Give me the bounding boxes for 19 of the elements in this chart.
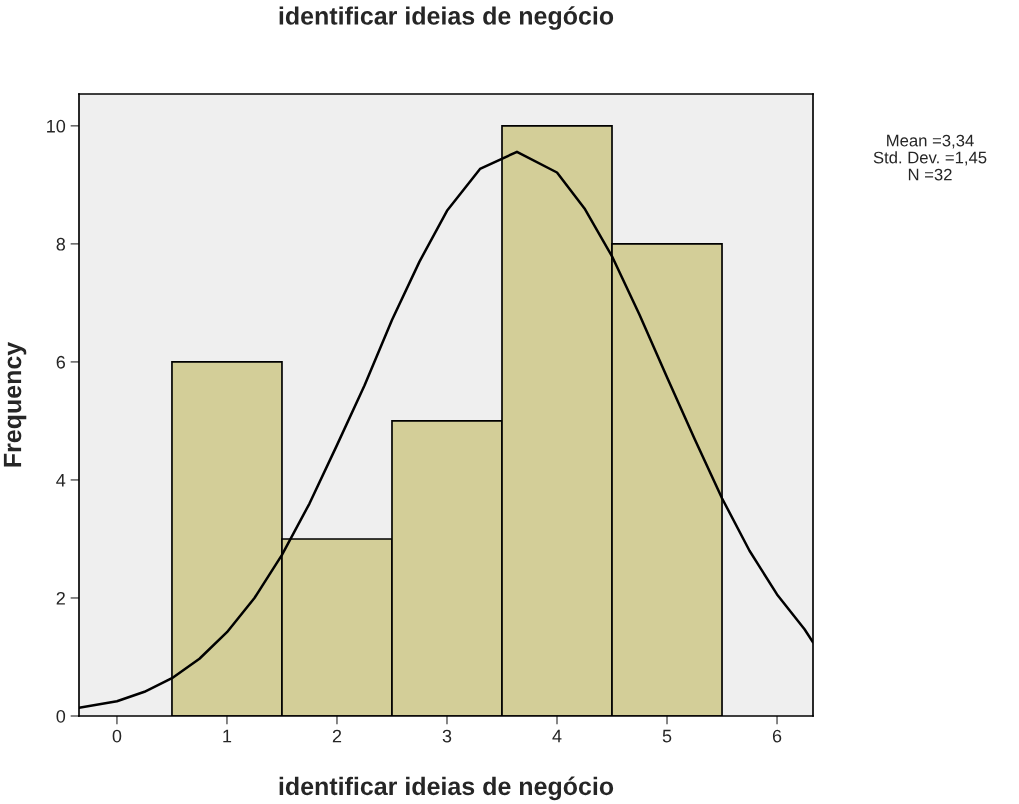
text: Mean =3,34 (887, 134, 974, 149)
x-tick-label: 6 (772, 729, 782, 743)
x-tick-label: 3 (442, 729, 452, 743)
y-axis-title: Frequency (3, 341, 27, 467)
text: N =32 (908, 168, 952, 181)
x-tick-label: 0 (112, 729, 122, 743)
y-tick-label: 2 (56, 591, 65, 605)
y-tick-label: 4 (56, 474, 66, 487)
y-tick-label: 0 (56, 709, 66, 723)
x-tick-label: 1 (223, 729, 232, 743)
x-tick-label: 2 (332, 729, 342, 743)
chart-title: identificar ideias de negócio (279, 6, 614, 30)
y-tick-label: 8 (56, 237, 66, 251)
y-tick-label: 10 (47, 119, 66, 133)
text: Std. Dev. =1,45 (873, 151, 987, 166)
x-axis-title: identificar ideias de negócio (279, 776, 614, 801)
y-tick-label: 6 (56, 355, 66, 369)
x-tick-label: 5 (662, 729, 672, 743)
x-tick-label: 4 (552, 729, 562, 743)
